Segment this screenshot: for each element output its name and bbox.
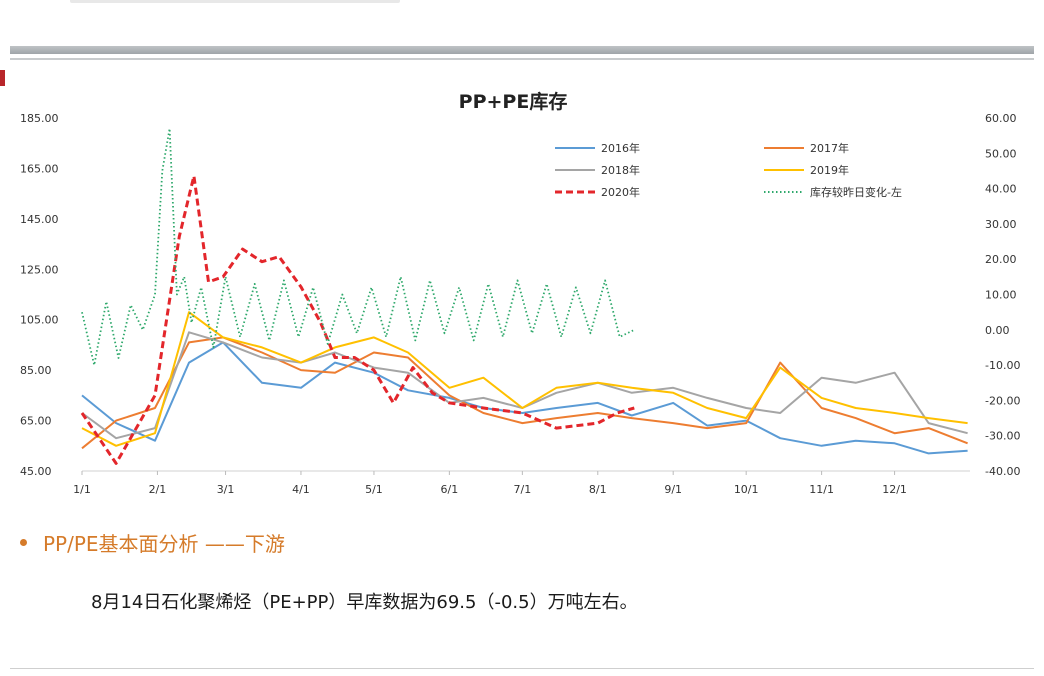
y-right-tick: 50.00 bbox=[985, 147, 1017, 160]
y-right-tick: -30.00 bbox=[985, 430, 1020, 443]
x-tick-label: 6/1 bbox=[441, 483, 459, 496]
section-heading-text: PP/PE基本面分析 ——下游 bbox=[43, 532, 285, 556]
y-left-tick: 85.00 bbox=[20, 364, 52, 377]
footer-line bbox=[10, 668, 1034, 669]
y-right-tick: 30.00 bbox=[985, 218, 1017, 231]
top-fragment bbox=[70, 0, 400, 3]
x-tick-label: 12/1 bbox=[882, 483, 907, 496]
body-text: 8月14日石化聚烯烃（PE+PP）早库数据为69.5（-0.5）万吨左右。 bbox=[91, 592, 638, 613]
x-tick-label: 10/1 bbox=[734, 483, 759, 496]
red-marker bbox=[0, 70, 5, 86]
series-line-5 bbox=[81, 127, 635, 367]
x-tick-label: 3/1 bbox=[217, 483, 235, 496]
section-heading: PP/PE基本面分析 ——下游 bbox=[20, 528, 285, 557]
chart-title: PP+PE库存 bbox=[459, 90, 568, 113]
series-line-1 bbox=[81, 336, 968, 450]
series-line-4 bbox=[80, 174, 635, 465]
x-tick-label: 5/1 bbox=[365, 483, 383, 496]
y-right-tick: 10.00 bbox=[985, 289, 1017, 302]
y-left-tick: 65.00 bbox=[20, 415, 52, 428]
bullet-icon bbox=[20, 539, 27, 546]
y-right-tick: 60.00 bbox=[985, 112, 1017, 125]
legend-label: 2020年 bbox=[601, 185, 640, 199]
y-left-tick: 105.00 bbox=[20, 314, 59, 327]
x-tick-label: 9/1 bbox=[664, 483, 682, 496]
series-line-3 bbox=[81, 311, 968, 447]
legend-label: 2019年 bbox=[810, 163, 849, 177]
legend-label: 2018年 bbox=[601, 163, 640, 177]
legend-label: 2017年 bbox=[810, 141, 849, 155]
y-left-tick: 165.00 bbox=[20, 162, 59, 175]
y-right-tick: 0.00 bbox=[985, 324, 1010, 337]
x-tick-label: 8/1 bbox=[589, 483, 607, 496]
x-tick-label: 7/1 bbox=[513, 483, 531, 496]
y-right-tick: -20.00 bbox=[985, 394, 1020, 407]
x-tick-label: 4/1 bbox=[292, 483, 310, 496]
y-right-tick: 20.00 bbox=[985, 253, 1017, 266]
x-tick-label: 2/1 bbox=[149, 483, 167, 496]
y-left-tick: 185.00 bbox=[20, 112, 59, 125]
y-right-tick: 40.00 bbox=[985, 183, 1017, 196]
series-line-0 bbox=[81, 341, 968, 455]
y-right-tick: -40.00 bbox=[985, 465, 1020, 478]
y-left-tick: 145.00 bbox=[20, 213, 59, 226]
y-left-tick: 125.00 bbox=[20, 263, 59, 276]
y-left-tick: 45.00 bbox=[20, 465, 52, 478]
slide-header-bar bbox=[10, 46, 1034, 54]
x-tick-label: 11/1 bbox=[809, 483, 834, 496]
legend-label: 库存较昨日变化-左 bbox=[810, 185, 902, 199]
legend-label: 2016年 bbox=[601, 141, 640, 155]
slide-header-line bbox=[10, 58, 1034, 60]
inventory-chart: PP+PE库存 45.00 65.00 85.00 105.00 125.00 145.00… bbox=[20, 90, 1020, 496]
y-right-tick: -10.00 bbox=[985, 359, 1020, 372]
x-tick-label: 1/1 bbox=[73, 483, 91, 496]
